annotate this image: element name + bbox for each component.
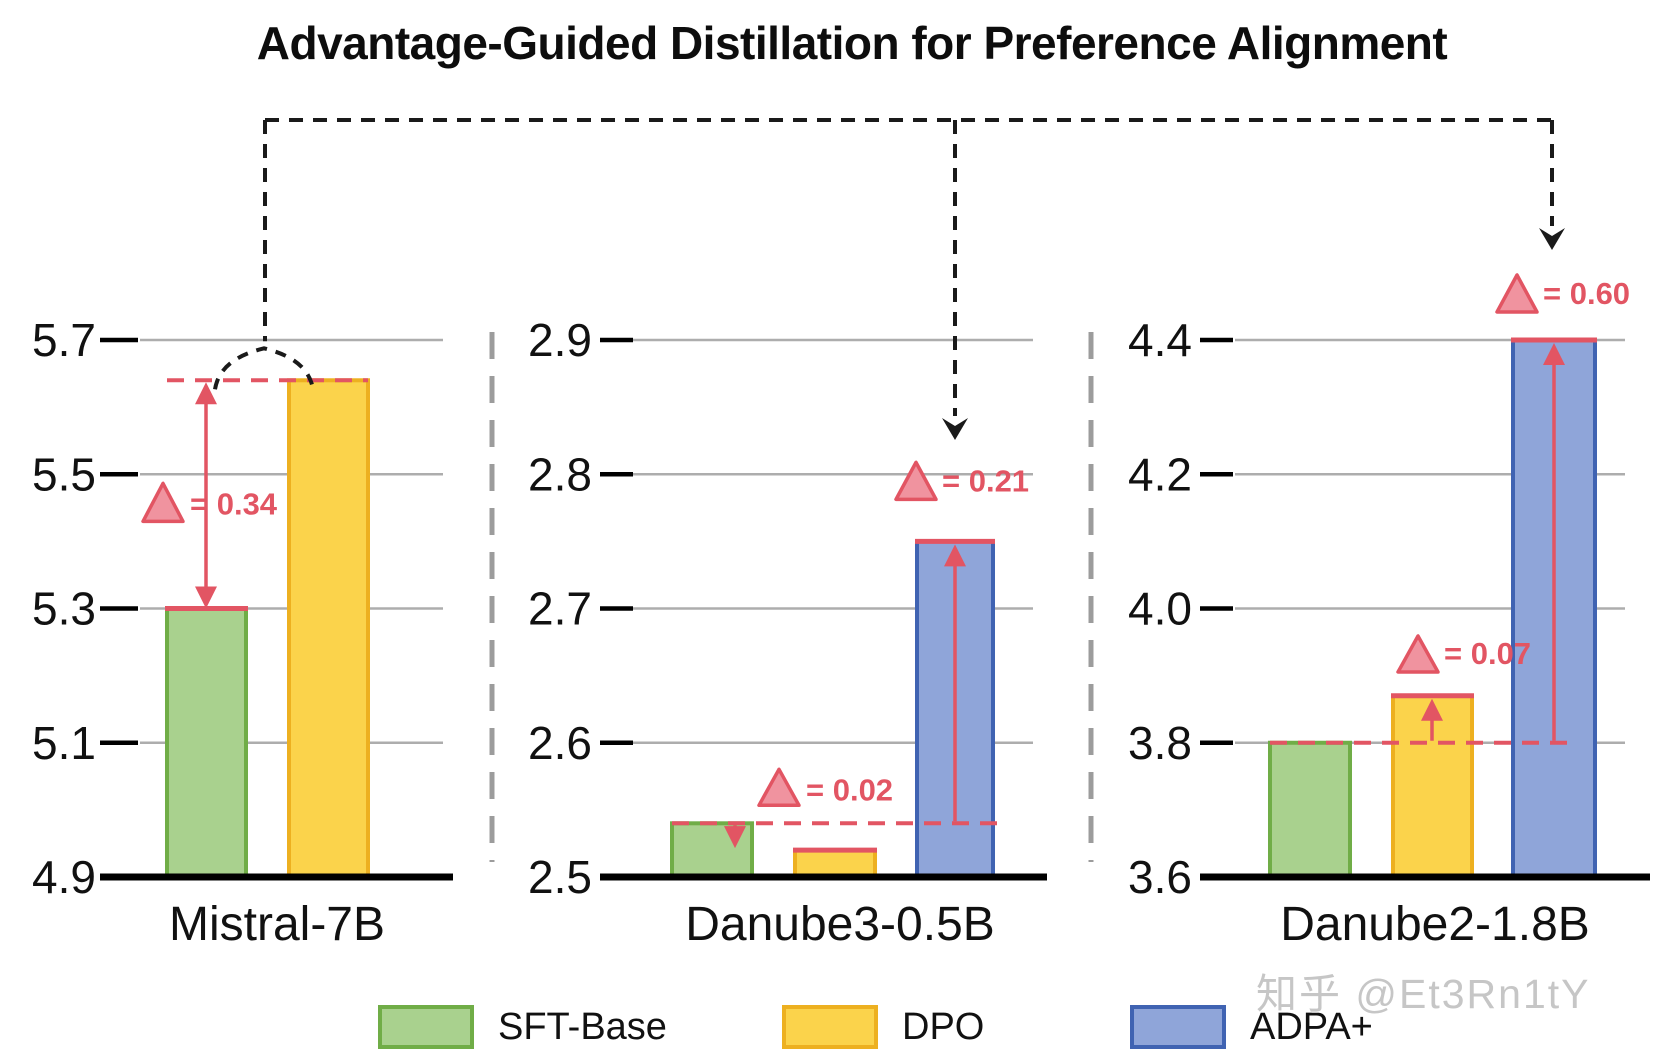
y-tick-label: 2.6 [528,717,592,769]
y-tick-label: 4.4 [1128,314,1192,366]
brace-over-dpo-bar [213,346,315,390]
bar-danube2-1-8b-sft-base [1268,740,1352,879]
delta-value-label: = 0.34 [190,486,278,521]
chart-title: Advantage-Guided Distillation for Prefer… [256,17,1448,69]
delta-triangle-icon [1495,273,1539,314]
legend-label-sft-base: SFT-Base [498,1005,667,1048]
adpa-swatch-icon [1130,1005,1226,1049]
bar-mistral-7b-dpo [287,378,370,879]
delta-value-label: = 0.07 [1444,636,1531,671]
delta-triangle-icon [894,460,938,502]
y-tick-label: 3.6 [1128,851,1192,903]
bar-danube3-0-5b-dpo [793,848,877,880]
y-tick-label: 2.7 [528,583,592,635]
y-tick-label: 4.2 [1128,448,1192,500]
legend-label-adpa: ADPA+ [1250,1005,1373,1048]
legend-item-dpo: DPO [782,1004,984,1050]
y-tick-label: 5.1 [32,717,96,769]
delta-value-label: = 0.60 [1543,276,1630,311]
y-tick-label: 2.5 [528,851,592,903]
watermark: 知乎 @Et3Rn1tY [1256,971,1591,1017]
y-tick-label: 4.9 [32,851,96,903]
delta-triangle-icon [1396,634,1440,674]
sft-base-swatch-icon [378,1005,474,1049]
legend-item-sft-base: SFT-Base [378,1004,667,1050]
bar-mistral-7b-sft-base [165,606,248,879]
legend-item-adpa: ADPA+ [1130,1004,1373,1050]
dpo-swatch-icon [782,1005,878,1049]
x-axis-label: Danube3-0.5B [685,898,995,951]
y-tick-label: 5.7 [32,314,96,366]
delta-triangle-icon [757,767,801,808]
delta-value-label: = 0.02 [806,772,893,807]
x-axis-label: Mistral-7B [169,898,385,951]
x-axis-label: Danube2-1.8B [1280,898,1590,951]
down-arrowhead-icon [1539,228,1565,250]
delta-triangle-icon [141,481,185,524]
down-arrowhead-icon [942,418,968,440]
y-tick-label: 2.9 [528,314,592,366]
y-tick-label: 5.5 [32,448,96,500]
y-tick-label: 2.8 [528,448,592,500]
y-tick-label: 4.0 [1128,583,1192,635]
bar-danube3-0-5b-sft-base [670,821,754,879]
y-tick-label: 5.3 [32,583,96,635]
delta-value-label: = 0.21 [942,463,1029,498]
y-tick-label: 3.8 [1128,717,1192,769]
legend-label-dpo: DPO [902,1005,985,1048]
